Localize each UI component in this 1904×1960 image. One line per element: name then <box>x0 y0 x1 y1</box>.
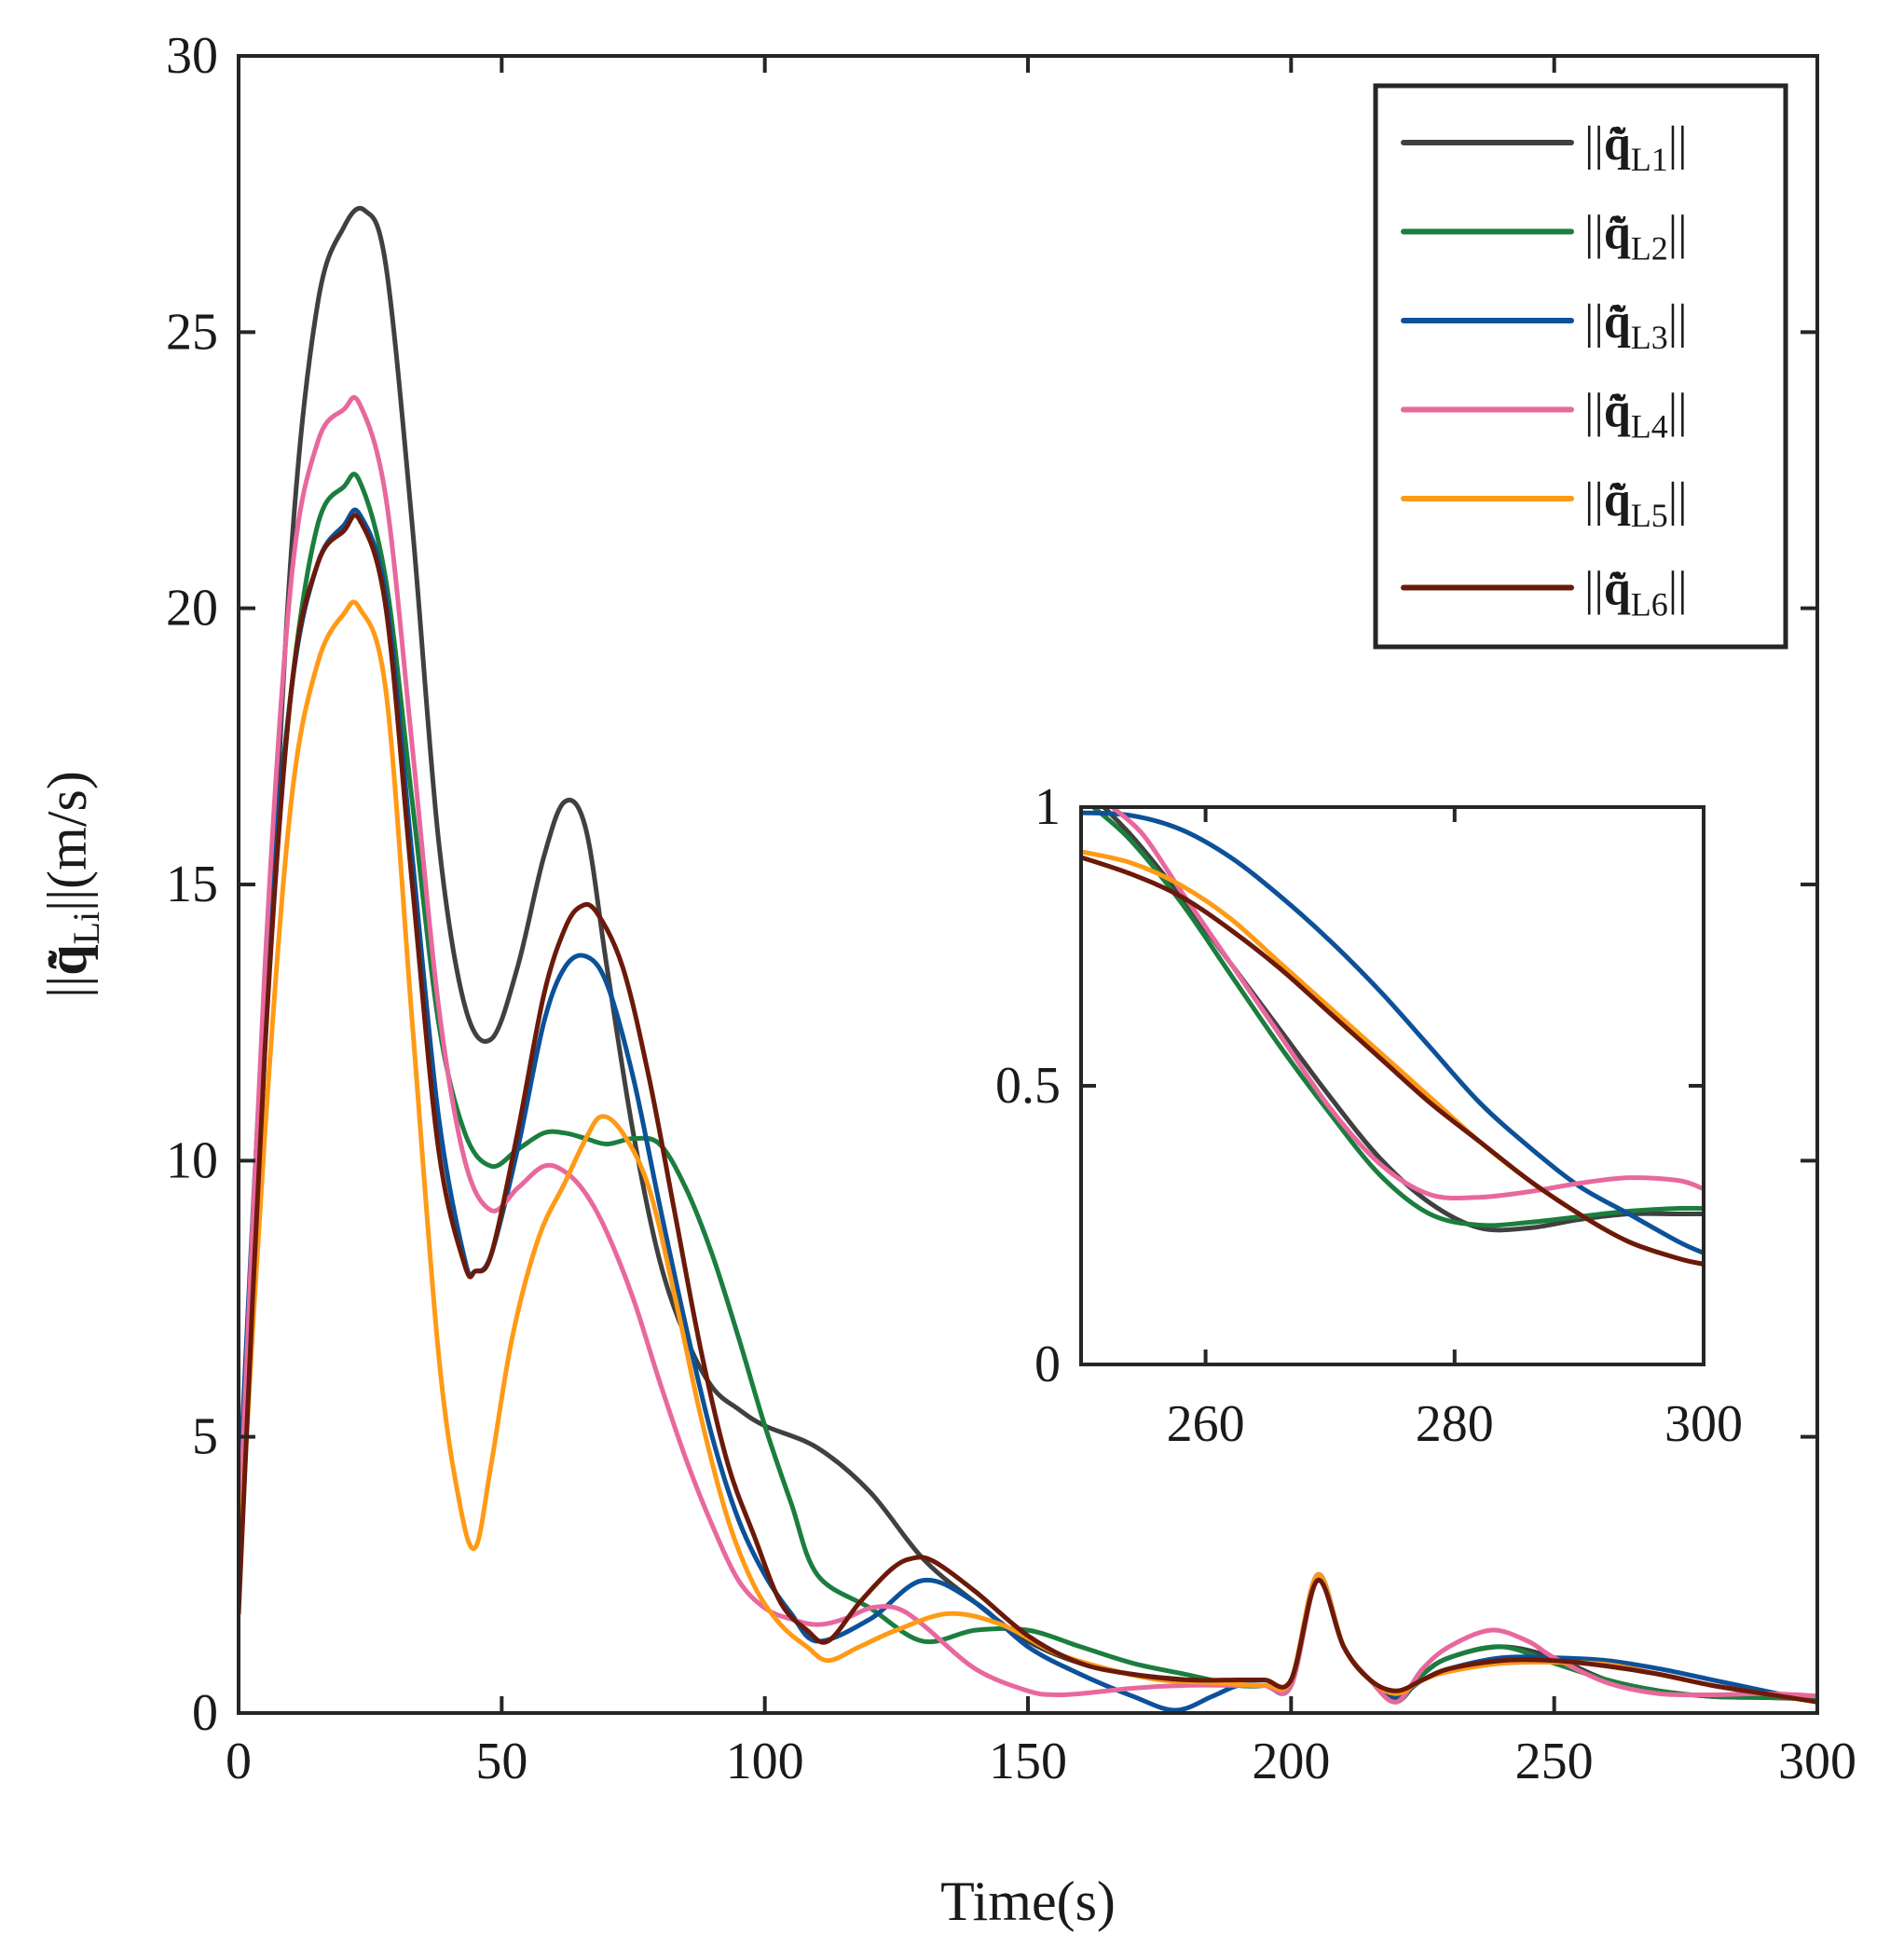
inset-series-line-6 <box>1081 855 1704 1267</box>
inset-x-tick-label: 300 <box>1664 1395 1743 1453</box>
main-y-tick-label: 30 <box>166 27 218 85</box>
legend-box <box>1373 83 1788 650</box>
inset-ticks-group: 260 280 300 0 0.5 1 <box>995 778 1743 1453</box>
main-y-tick-label: 10 <box>166 1131 218 1189</box>
legend-entry: ||q̃̇L6|| <box>1401 563 1688 624</box>
main-x-tick-label: 200 <box>1252 1733 1330 1790</box>
legend-label: ||q̃̇L5|| <box>1584 473 1688 534</box>
legend-entry: ||q̃̇L1|| <box>1401 117 1688 178</box>
legend-entry: ||q̃̇L5|| <box>1401 473 1688 534</box>
main-x-tick-label: 150 <box>989 1733 1067 1790</box>
main-y-tick-label: 25 <box>166 303 218 361</box>
x-axis-title: Time(s) <box>940 1871 1116 1932</box>
main-x-tick-label: 300 <box>1778 1733 1856 1790</box>
main-x-tick-label: 0 <box>226 1733 252 1790</box>
main-y-tick-label: 5 <box>192 1408 218 1466</box>
inset-series-line-2 <box>1089 807 1704 1228</box>
legend-label: ||q̃̇L6|| <box>1584 563 1688 624</box>
y-axis-title: ||q̃̇Li||(m/s) <box>36 771 107 998</box>
legend-entries: ||q̃̇L1|| ||q̃̇L2|| ||q̃̇L3|| ||q̃̇L4|| ||q̃… <box>1401 117 1688 624</box>
main-series-line-6 <box>239 513 1817 1705</box>
inset-series-group <box>1081 807 1704 1267</box>
legend-entry: ||q̃̇L4|| <box>1401 385 1688 445</box>
inset-plot: 260 280 300 0 0.5 1 <box>995 778 1743 1453</box>
legend-entry: ||q̃̇L3|| <box>1401 295 1688 356</box>
legend-entry: ||q̃̇L2|| <box>1401 207 1688 267</box>
legend-label: ||q̃̇L4|| <box>1584 385 1688 445</box>
main-x-tick-label: 50 <box>475 1733 527 1790</box>
inset-y-tick-label: 1 <box>1034 778 1061 836</box>
main-x-tick-label: 100 <box>726 1733 804 1790</box>
inset-y-tick-label: 0.5 <box>995 1057 1061 1115</box>
main-y-tick-label: 15 <box>166 856 218 913</box>
legend-label: ||q̃̇L3|| <box>1584 295 1688 356</box>
main-y-tick-label: 20 <box>166 580 218 637</box>
inset-series-line-3 <box>1081 810 1704 1255</box>
main-series-group <box>239 206 1817 1713</box>
inset-y-tick-label: 0 <box>1034 1336 1061 1393</box>
legend-label: ||q̃̇L1|| <box>1584 117 1688 178</box>
legend: ||q̃̇L1|| ||q̃̇L2|| ||q̃̇L3|| ||q̃̇L4|| ||q̃… <box>1373 83 1788 650</box>
inset-x-tick-label: 280 <box>1416 1395 1494 1453</box>
inset-x-tick-label: 260 <box>1167 1395 1245 1453</box>
main-y-tick-label: 0 <box>192 1684 218 1742</box>
legend-label: ||q̃̇L2|| <box>1584 207 1688 267</box>
main-x-tick-label: 250 <box>1515 1733 1594 1790</box>
